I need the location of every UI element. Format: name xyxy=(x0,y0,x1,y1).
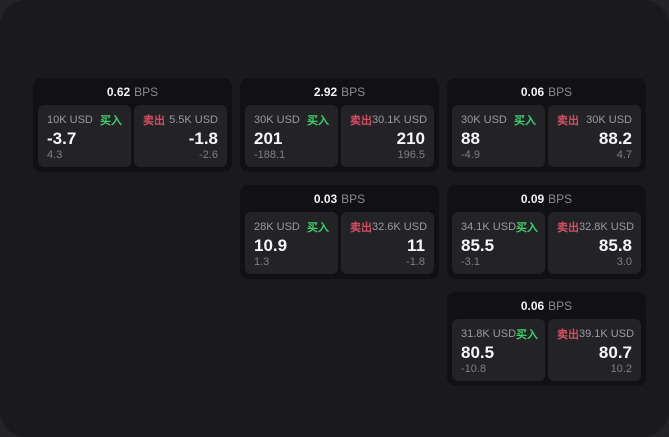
sell-value: 85.8 xyxy=(598,236,632,255)
buy-amount: 28K USD xyxy=(254,221,300,233)
buy-label: 买入 xyxy=(516,222,539,234)
bps-value: 0.62 xyxy=(106,84,131,99)
bps-unit-label: BPS xyxy=(341,84,366,99)
sell-label: 卖出 xyxy=(557,222,579,234)
buy-panel[interactable]: 30K USD 买入 88 -4.9 xyxy=(452,105,545,167)
sell-change: 10.2 xyxy=(610,363,632,375)
bps-unit-label: BPS xyxy=(548,84,573,99)
buy-value: 201 xyxy=(254,129,283,148)
sell-amount: 39.1K USD xyxy=(579,328,635,340)
sell-panel[interactable]: 卖出 39.1K USD 80.7 10.2 xyxy=(548,319,641,381)
buy-value: 10.9 xyxy=(254,236,288,255)
bps-value: 2.92 xyxy=(313,84,338,99)
sell-label: 卖出 xyxy=(350,115,372,127)
quote-card: 0.03 BPS 28K USD 买入 10.9 1.3 卖出 32.6K US… xyxy=(240,185,439,279)
sell-value: 88.2 xyxy=(598,129,632,148)
sell-amount: 32.8K USD xyxy=(579,221,635,233)
sell-label: 卖出 xyxy=(557,329,579,341)
buy-amount: 31.8K USD xyxy=(461,328,517,340)
buy-label: 买入 xyxy=(100,115,122,127)
bps-value: 0.09 xyxy=(520,191,545,206)
buy-label: 买入 xyxy=(307,222,329,234)
bps-value: 0.06 xyxy=(520,298,545,313)
buy-change: -188.1 xyxy=(254,149,286,161)
buy-change: 4.3 xyxy=(47,149,63,161)
buy-panel[interactable]: 34.1K USD 买入 85.5 -3.1 xyxy=(452,212,545,274)
sell-label: 卖出 xyxy=(143,115,165,127)
sell-value: 80.7 xyxy=(598,343,632,362)
buy-label: 买入 xyxy=(516,329,539,341)
buy-panel[interactable]: 28K USD 买入 10.9 1.3 xyxy=(245,212,338,274)
sell-panel[interactable]: 卖出 30.1K USD 210 196.5 xyxy=(341,105,434,167)
sell-amount: 32.6K USD xyxy=(372,221,428,233)
buy-change: -3.1 xyxy=(461,256,480,268)
sell-panel[interactable]: 卖出 32.6K USD 11 -1.8 xyxy=(341,212,434,274)
quote-card: 2.92 BPS 30K USD 买入 201 -188.1 卖出 30.1K … xyxy=(240,78,439,172)
buy-change: -10.8 xyxy=(461,363,487,375)
buy-change: -4.9 xyxy=(461,149,480,161)
sell-change: 196.5 xyxy=(397,149,425,161)
card-header: 0.06 BPS xyxy=(447,292,646,319)
buy-value: 85.5 xyxy=(461,236,495,255)
sell-value: 210 xyxy=(396,129,425,148)
buy-amount: 30K USD xyxy=(461,114,507,126)
bps-value: 0.06 xyxy=(520,84,545,99)
sell-panel[interactable]: 卖出 30K USD 88.2 4.7 xyxy=(548,105,641,167)
buy-value: 80.5 xyxy=(461,343,495,362)
buy-panel[interactable]: 30K USD 买入 201 -188.1 xyxy=(245,105,338,167)
buy-amount: 30K USD xyxy=(254,114,300,126)
bps-unit-label: BPS xyxy=(548,298,573,313)
sell-change: -2.6 xyxy=(199,149,218,161)
sell-panel[interactable]: 卖出 5.5K USD -1.8 -2.6 xyxy=(134,105,227,167)
sell-panel[interactable]: 卖出 32.8K USD 85.8 3.0 xyxy=(548,212,641,274)
buy-label: 买入 xyxy=(307,115,329,127)
buy-change: 1.3 xyxy=(254,256,270,268)
card-header: 2.92 BPS xyxy=(240,78,439,105)
buy-panel[interactable]: 31.8K USD 买入 80.5 -10.8 xyxy=(452,319,545,381)
buy-value: 88 xyxy=(461,129,480,148)
card-header: 0.62 BPS xyxy=(33,78,232,105)
quote-card: 0.09 BPS 34.1K USD 买入 85.5 -3.1 卖出 32.8K… xyxy=(447,185,646,279)
quote-card: 0.06 BPS 31.8K USD 买入 80.5 -10.8 卖出 39.1… xyxy=(447,292,646,386)
bps-unit-label: BPS xyxy=(134,84,159,99)
sell-amount: 30K USD xyxy=(586,114,632,126)
sell-change: -1.8 xyxy=(406,256,425,268)
card-header: 0.09 BPS xyxy=(447,185,646,212)
card-header: 0.06 BPS xyxy=(447,78,646,105)
quote-card: 0.06 BPS 30K USD 买入 88 -4.9 卖出 30K USD 8… xyxy=(447,78,646,172)
sell-value: -1.8 xyxy=(188,129,218,148)
bps-unit-label: BPS xyxy=(341,191,366,206)
buy-amount: 10K USD xyxy=(47,114,93,126)
sell-label: 卖出 xyxy=(350,222,372,234)
sell-amount: 30.1K USD xyxy=(372,114,428,126)
sell-change: 3.0 xyxy=(616,256,632,268)
sell-change: 4.7 xyxy=(616,149,632,161)
buy-value: -3.7 xyxy=(47,129,77,148)
card-header: 0.03 BPS xyxy=(240,185,439,212)
bps-unit-label: BPS xyxy=(548,191,573,206)
buy-label: 买入 xyxy=(514,115,536,127)
sell-value: 11 xyxy=(407,236,425,255)
quote-card: 0.62 BPS 10K USD 买入 -3.7 4.3 卖出 5.5K USD… xyxy=(33,78,232,172)
sell-label: 卖出 xyxy=(557,115,579,127)
sell-amount: 5.5K USD xyxy=(169,114,218,126)
buy-panel[interactable]: 10K USD 买入 -3.7 4.3 xyxy=(38,105,131,167)
bps-value: 0.03 xyxy=(313,191,338,206)
buy-amount: 34.1K USD xyxy=(461,221,517,233)
